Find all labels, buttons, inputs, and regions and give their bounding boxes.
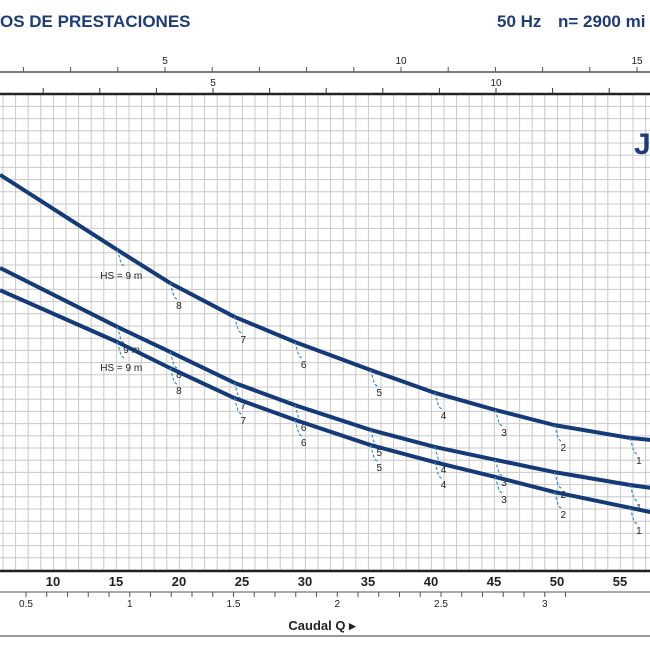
hs-label: 7	[240, 416, 246, 427]
hs-label: 6	[301, 438, 307, 449]
hs-label: 4	[441, 480, 447, 491]
bottom-axis-lmin-label: 20	[172, 574, 186, 589]
hs-dashed-marker	[294, 419, 304, 438]
bottom-axis-lmin-label: 15	[109, 574, 123, 589]
hs-label: 1	[636, 526, 642, 537]
hs-label: 3	[501, 428, 507, 439]
bottom-axis-lmin-label: 25	[235, 574, 249, 589]
hs-dashed-marker	[494, 459, 504, 478]
pump-curve-1: HS = 9 m 8 7 6 5 4 3 2 1	[0, 173, 650, 467]
bottom-axis-m3h-label: 2.5	[434, 599, 448, 610]
hs-dashed-marker	[629, 484, 639, 503]
hs-label: 2	[560, 443, 566, 454]
hs-label: 8	[176, 386, 182, 397]
chart-title: OS DE PRESTACIONES	[0, 12, 191, 31]
hs-dashed-marker	[116, 249, 126, 268]
frequency-label: 50 Hz	[497, 12, 542, 31]
hs-label: 2	[560, 510, 566, 521]
top-axis-1-label: 10	[395, 56, 407, 67]
hs-label: 4	[441, 465, 447, 476]
top-axis-2-label: 5	[210, 78, 216, 89]
hs-dashed-marker	[369, 444, 379, 463]
bottom-axis-lmin-label: 35	[361, 574, 375, 589]
hs-dashed-marker	[169, 351, 179, 370]
bottom-axis-lmin-label: 40	[424, 574, 438, 589]
hs-dashed-marker	[629, 437, 639, 456]
hs-dashed-marker	[116, 341, 126, 360]
hs-dashed-marker	[629, 507, 639, 526]
hs-label: 7	[240, 335, 246, 346]
top-axis-2-label: 10	[490, 78, 502, 89]
bottom-axis-m3h-label: 1	[127, 599, 133, 610]
hs-dashed-marker	[434, 462, 444, 480]
bottom-axis-m3h-label: 1.5	[227, 599, 241, 610]
hs-dashed-marker	[233, 397, 243, 416]
bottom-axis-m3h-label: 2	[334, 599, 340, 610]
model-label: J	[634, 128, 650, 161]
hs-label: HS = 9 m	[100, 363, 142, 374]
curve-line	[0, 266, 650, 490]
hs-label: 4	[441, 411, 447, 422]
hs-label: 8	[176, 370, 182, 381]
hs-dashed-marker	[553, 424, 563, 443]
hs-label: 5	[377, 388, 383, 399]
bottom-axis-lmin-label: 50	[550, 574, 564, 589]
hs-label: 1	[636, 456, 642, 467]
hs-label: 6	[301, 423, 307, 434]
hs-label: 5	[377, 448, 383, 459]
hs-dashed-marker	[553, 471, 563, 490]
bottom-axis-m3h-label: 3	[542, 599, 548, 610]
hs-dashed-marker	[116, 326, 126, 345]
speed-label: n= 2900 mi	[558, 12, 646, 31]
top-axis-1-label: 15	[631, 56, 643, 67]
hs-dashed-marker	[294, 341, 304, 360]
curve-line	[0, 288, 650, 515]
bottom-axis-lmin-label: 55	[613, 574, 627, 589]
hs-label: 3	[501, 478, 507, 489]
bottom-axis-lmin-label: 10	[46, 574, 60, 589]
hs-label: 7	[240, 401, 246, 412]
hs-label: 6	[301, 360, 307, 371]
hs-label: 8	[176, 301, 182, 312]
bottom-axis-lmin-label: 45	[487, 574, 501, 589]
hs-dashed-marker	[233, 316, 243, 335]
bottom-axis-m3h-label: 0.5	[19, 599, 33, 610]
hs-dashed-marker	[169, 282, 179, 301]
hs-dashed-marker	[494, 476, 504, 495]
x-axis-label: Caudal Q ▸	[288, 618, 357, 633]
bottom-axis-lmin-label: 30	[298, 574, 312, 589]
curve-line	[0, 173, 650, 442]
hs-dashed-marker	[169, 367, 179, 386]
hs-dashed-marker	[369, 369, 379, 388]
hs-label: 3	[501, 495, 507, 506]
hs-dashed-marker	[553, 491, 563, 510]
hs-label: 5	[377, 463, 383, 474]
hs-dashed-marker	[434, 392, 444, 411]
hs-dashed-marker	[494, 409, 504, 428]
pump-curve-3: HS = 9 m 8 7 6 5 4 3 2 1	[0, 288, 650, 537]
top-axis-1-label: 5	[162, 56, 168, 67]
hs-label: HS = 9 m	[100, 271, 142, 282]
